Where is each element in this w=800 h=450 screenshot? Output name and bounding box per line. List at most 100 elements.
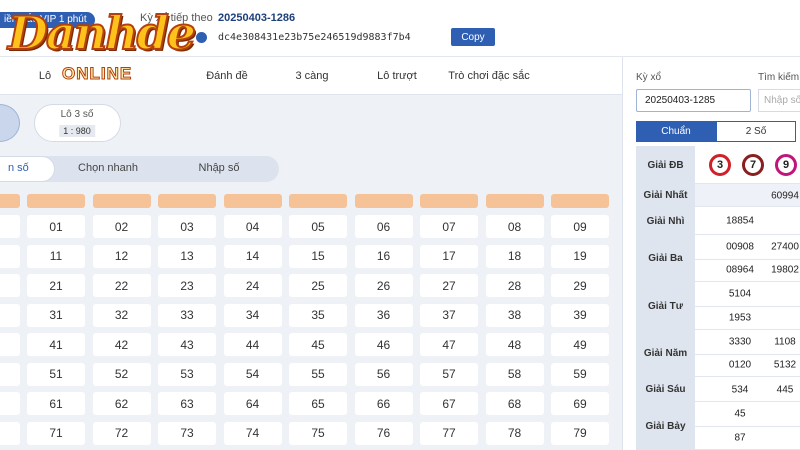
number-cell[interactable]: 47 xyxy=(420,333,478,356)
number-cell[interactable]: 64 xyxy=(223,392,282,415)
number-cell[interactable]: 27 xyxy=(420,274,478,297)
number-cell[interactable]: 75 xyxy=(289,421,347,445)
number-cell[interactable]: 17 xyxy=(420,244,478,268)
bet-circle[interactable] xyxy=(0,104,20,142)
number-cell[interactable]: 67 xyxy=(420,392,478,415)
number-cell[interactable]: 24 xyxy=(223,274,282,297)
mode-tab[interactable]: Nhập số xyxy=(198,162,240,174)
column-toggle[interactable] xyxy=(0,194,20,208)
number-cell[interactable]: 72 xyxy=(92,421,151,445)
number-cell[interactable]: 16 xyxy=(354,244,413,268)
number-cell[interactable]: 19 xyxy=(551,244,609,268)
column-toggle[interactable] xyxy=(92,194,151,208)
number-cell[interactable]: 29 xyxy=(551,274,609,297)
number-cell[interactable]: 09 xyxy=(551,215,609,238)
number-cell[interactable]: 62 xyxy=(92,392,151,415)
column-toggle[interactable] xyxy=(551,194,609,208)
number-cell[interactable]: 13 xyxy=(158,244,216,268)
column-toggle[interactable] xyxy=(158,194,216,208)
number-cell[interactable]: 23 xyxy=(158,274,216,297)
number-cell[interactable]: 21 xyxy=(27,274,85,297)
column-toggle[interactable] xyxy=(289,194,347,208)
number-cell[interactable]: 33 xyxy=(158,303,216,327)
number-cell[interactable]: 68 xyxy=(485,392,544,415)
number-cell[interactable]: 02 xyxy=(92,215,151,238)
number-cell[interactable]: 57 xyxy=(420,362,478,386)
number-cell[interactable]: 78 xyxy=(485,421,544,445)
number-cell[interactable]: 18 xyxy=(485,244,544,268)
number-cell[interactable]: 06 xyxy=(354,215,413,238)
number-cell[interactable]: 08 xyxy=(485,215,544,238)
number-cell[interactable] xyxy=(0,421,20,445)
number-cell[interactable]: 32 xyxy=(92,303,151,327)
number-cell[interactable]: 59 xyxy=(551,362,609,386)
number-cell[interactable]: 73 xyxy=(158,421,216,445)
number-cell[interactable]: 46 xyxy=(354,333,413,356)
number-cell[interactable]: 22 xyxy=(92,274,151,297)
mode-tab[interactable]: n số xyxy=(8,162,29,174)
number-cell[interactable]: 04 xyxy=(223,215,282,238)
number-cell[interactable]: 65 xyxy=(289,392,347,415)
number-cell[interactable] xyxy=(0,303,20,327)
number-cell[interactable]: 49 xyxy=(551,333,609,356)
number-cell[interactable]: 37 xyxy=(420,303,478,327)
number-cell[interactable]: 63 xyxy=(158,392,216,415)
nav-tab[interactable]: Lô trượt xyxy=(377,70,417,82)
nav-tab[interactable]: Trò chơi đặc sắc xyxy=(448,70,530,82)
number-cell[interactable]: 25 xyxy=(289,274,347,297)
number-cell[interactable]: 77 xyxy=(420,421,478,445)
number-cell[interactable]: 05 xyxy=(289,215,347,238)
number-cell[interactable]: 43 xyxy=(158,333,216,356)
number-cell[interactable] xyxy=(0,244,20,268)
number-cell[interactable]: 14 xyxy=(223,244,282,268)
column-toggle[interactable] xyxy=(354,194,413,208)
mode-tab[interactable]: Chọn nhanh xyxy=(78,162,138,174)
number-cell[interactable]: 45 xyxy=(289,333,347,356)
number-cell[interactable]: 55 xyxy=(289,362,347,386)
number-cell[interactable]: 69 xyxy=(551,392,609,415)
column-toggle[interactable] xyxy=(27,194,85,208)
number-cell[interactable]: 74 xyxy=(223,421,282,445)
number-cell[interactable]: 66 xyxy=(354,392,413,415)
number-cell[interactable] xyxy=(0,362,20,386)
column-toggle[interactable] xyxy=(223,194,282,208)
number-cell[interactable]: 44 xyxy=(223,333,282,356)
number-cell[interactable]: 51 xyxy=(27,362,85,386)
number-cell[interactable]: 34 xyxy=(223,303,282,327)
number-cell[interactable] xyxy=(0,333,20,356)
number-cell[interactable]: 76 xyxy=(354,421,413,445)
column-toggle[interactable] xyxy=(420,194,478,208)
number-cell[interactable]: 38 xyxy=(485,303,544,327)
nav-tab[interactable]: 3 càng xyxy=(295,70,329,82)
column-toggle[interactable] xyxy=(485,194,544,208)
number-cell[interactable]: 28 xyxy=(485,274,544,297)
number-cell[interactable]: 26 xyxy=(354,274,413,297)
number-cell[interactable] xyxy=(0,274,20,297)
number-cell[interactable]: 07 xyxy=(420,215,478,238)
number-cell[interactable]: 42 xyxy=(92,333,151,356)
number-cell[interactable]: 11 xyxy=(27,244,85,268)
number-cell[interactable]: 48 xyxy=(485,333,544,356)
number-cell[interactable] xyxy=(0,392,20,415)
number-cell[interactable]: 61 xyxy=(27,392,85,415)
number-cell[interactable]: 41 xyxy=(27,333,85,356)
number-cell[interactable]: 03 xyxy=(158,215,216,238)
number-cell[interactable]: 79 xyxy=(551,421,609,445)
nav-tab[interactable]: Đánh đề xyxy=(206,70,248,82)
number-cell[interactable]: 71 xyxy=(27,421,85,445)
search-input[interactable]: Nhập số xyxy=(758,89,800,112)
number-cell[interactable]: 31 xyxy=(27,303,85,327)
number-cell[interactable]: 56 xyxy=(354,362,413,386)
nav-tab[interactable]: Lô xyxy=(38,70,52,82)
copy-button[interactable]: Copy xyxy=(451,28,495,46)
view-tab[interactable]: 2 Số xyxy=(716,121,796,142)
number-cell[interactable]: 53 xyxy=(158,362,216,386)
number-cell[interactable]: 12 xyxy=(92,244,151,268)
number-cell[interactable]: 58 xyxy=(485,362,544,386)
number-cell[interactable]: 15 xyxy=(289,244,347,268)
view-tab[interactable]: Chuẩn xyxy=(636,121,716,142)
number-cell[interactable]: 52 xyxy=(92,362,151,386)
number-cell[interactable]: 01 xyxy=(27,215,85,238)
number-cell[interactable]: 36 xyxy=(354,303,413,327)
number-cell[interactable] xyxy=(0,215,20,238)
